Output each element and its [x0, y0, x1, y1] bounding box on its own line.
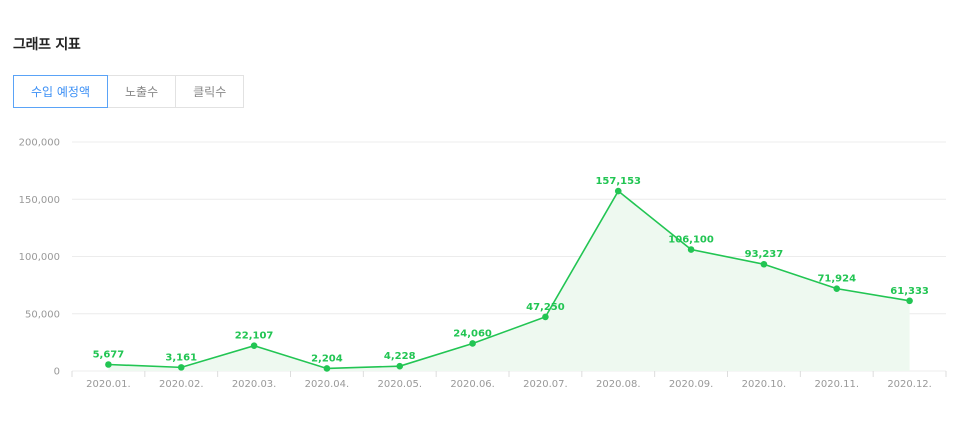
tab-clicks[interactable]: 클릭수 — [176, 75, 245, 108]
data-point — [760, 260, 768, 268]
x-tick-label: 2020.02. — [159, 379, 204, 390]
data-point — [105, 361, 112, 368]
x-tick-label: 2020.04. — [305, 379, 350, 390]
x-tick-label: 2020.11. — [814, 379, 859, 390]
series-line — [108, 189, 910, 370]
data-point — [687, 246, 695, 253]
x-tick-label: 2020.10. — [742, 379, 787, 390]
y-tick-label: 200,000 — [19, 138, 60, 149]
tab-expected-revenue[interactable]: 수입 예정액 — [13, 75, 109, 108]
data-point — [177, 364, 185, 371]
x-tick-label: 2020.03. — [232, 379, 277, 390]
x-tick-label: 2020.08. — [596, 379, 641, 390]
data-label: 24,060 — [453, 328, 492, 339]
y-tick-label: 100,000 — [19, 252, 60, 263]
data-point — [250, 342, 258, 349]
data-point — [833, 285, 841, 292]
data-point — [542, 313, 549, 321]
data-label: 157,153 — [595, 176, 641, 187]
data-label: 93,237 — [745, 249, 784, 260]
data-label: 3,161 — [165, 352, 197, 363]
tab-impressions[interactable]: 노출수 — [108, 75, 177, 108]
data-label: 4,228 — [384, 351, 416, 362]
y-tick-label: 50,000 — [25, 309, 60, 320]
y-tick-label: 0 — [54, 367, 60, 378]
x-tick-label: 2020.09. — [669, 379, 714, 390]
section-title: 그래프 지표 — [13, 37, 81, 53]
data-label: 47,250 — [526, 302, 565, 313]
series-area — [108, 191, 910, 371]
data-label: 2,204 — [311, 353, 343, 364]
data-label: 22,107 — [235, 331, 274, 342]
data-label: 5,677 — [93, 349, 125, 360]
x-tick-label: 2020.12. — [887, 379, 932, 390]
x-tick-label: 2020.01. — [86, 379, 131, 390]
data-label: 61,333 — [890, 286, 929, 297]
data-label: 71,924 — [817, 274, 856, 285]
x-tick-label: 2020.07. — [523, 379, 568, 390]
data-point — [323, 365, 331, 372]
revenue-line-chart: 0 50,000 100,000 150,000 200,000 5,677 3,161 22… — [19, 138, 947, 390]
data-point — [906, 297, 913, 305]
data-point — [396, 362, 404, 370]
y-tick-label: 150,000 — [19, 195, 60, 206]
x-tick-label: 2020.05. — [377, 379, 422, 390]
data-label: 106,100 — [668, 235, 714, 246]
x-tick-label: 2020.06. — [450, 379, 495, 390]
data-point — [614, 187, 622, 195]
metric-tabs: 수입 예정액 노출수 클릭수 — [13, 75, 245, 108]
data-point — [469, 340, 476, 347]
